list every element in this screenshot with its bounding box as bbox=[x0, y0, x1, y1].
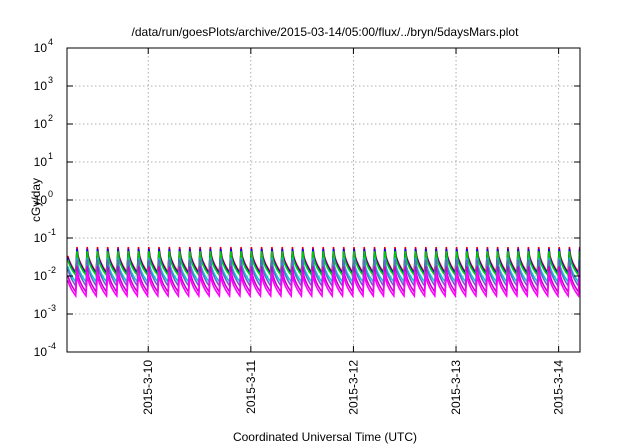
y-axis-label: cGy/day bbox=[29, 178, 43, 222]
y-tick-exponent: -4 bbox=[48, 341, 56, 351]
x-tick-label: 2015-3-14 bbox=[552, 360, 566, 415]
x-axis-label: Coordinated Universal Time (UTC) bbox=[233, 430, 417, 444]
y-tick-label: 10 bbox=[34, 155, 48, 169]
y-tick-exponent: 4 bbox=[48, 37, 53, 47]
series-line-4 bbox=[67, 259, 581, 289]
grid-lines bbox=[67, 48, 580, 352]
data-series bbox=[67, 246, 581, 299]
y-tick-label: 10 bbox=[34, 41, 48, 55]
chart-title: /data/run/goesPlots/archive/2015-03-14/0… bbox=[132, 25, 520, 39]
y-tick-exponent: 1 bbox=[48, 151, 53, 161]
series-line-5 bbox=[67, 266, 581, 295]
y-tick-label: 10 bbox=[34, 193, 48, 207]
series-line-6 bbox=[67, 271, 581, 299]
y-tick-label: 10 bbox=[34, 79, 48, 93]
series-line-2 bbox=[67, 251, 581, 278]
x-tick-label: 2015-3-12 bbox=[346, 360, 360, 415]
y-tick-label: 10 bbox=[34, 269, 48, 283]
y-tick-exponent: -3 bbox=[48, 303, 56, 313]
y-tick-exponent: 2 bbox=[48, 113, 53, 123]
x-tick-label: 2015-3-11 bbox=[244, 360, 258, 414]
y-tick-label: 10 bbox=[34, 345, 48, 359]
y-tick-exponent: 0 bbox=[48, 189, 53, 199]
y-tick-label: 10 bbox=[34, 231, 48, 245]
y-tick-label: 10 bbox=[34, 117, 48, 131]
y-tick-exponent: 3 bbox=[48, 75, 53, 85]
y-tick-exponent: -1 bbox=[48, 227, 56, 237]
y-tick-label: 10 bbox=[34, 307, 48, 321]
x-tick-label: 2015-3-13 bbox=[449, 360, 463, 415]
y-tick-exponent: -2 bbox=[48, 265, 56, 275]
x-tick-label: 2015-3-10 bbox=[141, 360, 155, 415]
